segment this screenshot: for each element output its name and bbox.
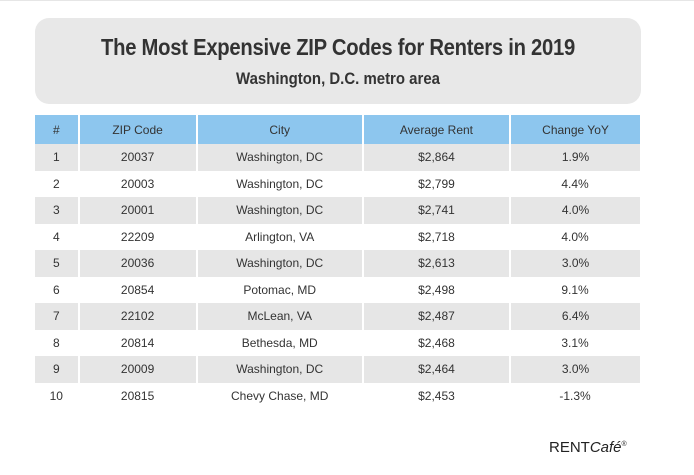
table-cell: 1.9% (510, 144, 640, 171)
table-cell: Chevy Chase, MD (231, 388, 329, 403)
table-row: 2 20003 Washington, DC $2,799 4.4% (35, 171, 640, 198)
rent-table: # ZIP Code City Average Rent Change YoY 1 200… (35, 115, 641, 409)
table-cell: 10 (49, 388, 63, 403)
page-title: The Most Expensive ZIP Codes for Renters… (101, 34, 575, 60)
table-header-row: # ZIP Code City Average Rent Change YoY (35, 115, 640, 144)
table-cell: Bethesda, MD (241, 335, 318, 350)
table-row: 10 20815 Chevy Chase, MD $2,453 -1.3% (35, 383, 640, 410)
table-cell: 8 (52, 335, 60, 350)
table-cell: 6.4% (510, 303, 640, 330)
table-cell: Potomac, MD (243, 282, 317, 297)
table-row: 5 20036 Washington, DC $2,613 3.0% (35, 250, 640, 277)
table-cell: $2,741 (362, 197, 512, 224)
table-cell: 2 (52, 176, 60, 191)
table-cell: 20003 (120, 176, 155, 191)
table-cell: 20854 (120, 282, 155, 297)
table-cell: 22102 (78, 303, 198, 330)
table-cell: 3.1% (561, 335, 589, 350)
table-cell: 6 (52, 282, 60, 297)
title-box: The Most Expensive ZIP Codes for Renters… (35, 18, 641, 104)
table-cell: 20001 (78, 197, 198, 224)
table-cell: 7 (35, 303, 80, 330)
table-cell: 3 (35, 197, 80, 224)
logo-text: RENT (549, 439, 590, 456)
table-cell: McLean, VA (196, 303, 364, 330)
table-cell: 22209 (120, 229, 155, 244)
table-row: 9 20009 Washington, DC $2,464 3.0% (35, 356, 640, 383)
table-cell: $2,464 (362, 356, 512, 383)
table-row: 3 20001 Washington, DC $2,741 4.0% (35, 197, 640, 224)
table-cell: 20037 (78, 144, 198, 171)
table-cell: 9.1% (561, 282, 589, 297)
table-cell: $2,498 (418, 282, 455, 297)
table-cell: Washington, DC (196, 356, 364, 383)
table-cell: 9 (35, 356, 80, 383)
column-header: ZIP Code (78, 115, 198, 144)
table-cell: Washington, DC (196, 250, 364, 277)
table-cell: 3.0% (510, 356, 640, 383)
table-cell: $2,453 (418, 388, 455, 403)
table-row: 7 22102 McLean, VA $2,487 6.4% (35, 303, 640, 330)
page-subtitle: Washington, D.C. metro area (236, 69, 440, 88)
column-header: Change YoY (510, 115, 640, 144)
table-cell: 20036 (78, 250, 198, 277)
table-cell: Washington, DC (196, 197, 364, 224)
table-cell: Washington, DC (196, 144, 364, 171)
table-row: 8 20814 Bethesda, MD $2,468 3.1% (35, 330, 640, 357)
table-cell: $2,864 (362, 144, 512, 171)
table-row: 6 20854 Potomac, MD $2,498 9.1% (35, 277, 640, 304)
logo-text-italic: Café (589, 439, 622, 456)
table-cell: 4 (52, 229, 60, 244)
table-cell: 1 (35, 144, 80, 171)
table-cell: 20815 (120, 388, 155, 403)
table-row: 1 20037 Washington, DC $2,864 1.9% (35, 144, 640, 171)
column-header: Average Rent (362, 115, 512, 144)
table-cell: $2,487 (362, 303, 512, 330)
top-divider (0, 0, 694, 1)
column-header: # (35, 115, 80, 144)
table-cell: $2,613 (362, 250, 512, 277)
table-cell: $2,799 (418, 176, 455, 191)
table-cell: 3.0% (510, 250, 640, 277)
table-cell: 20009 (78, 356, 198, 383)
table-cell: $2,718 (418, 229, 455, 244)
table-cell: $2,468 (418, 335, 455, 350)
table-cell: Arlington, VA (245, 229, 315, 244)
registered-mark: ® (621, 441, 627, 448)
table-cell: 20814 (120, 335, 155, 350)
table-cell: 5 (35, 250, 80, 277)
column-header: City (196, 115, 364, 144)
table-cell: Washington, DC (236, 176, 324, 191)
rentcafe-logo: RENTCafé® (549, 439, 627, 456)
table-cell: 4.4% (561, 176, 589, 191)
table-cell: -1.3% (559, 388, 591, 403)
table-cell: 4.0% (510, 197, 640, 224)
table-cell: 4.0% (561, 229, 589, 244)
table-row: 4 22209 Arlington, VA $2,718 4.0% (35, 224, 640, 251)
